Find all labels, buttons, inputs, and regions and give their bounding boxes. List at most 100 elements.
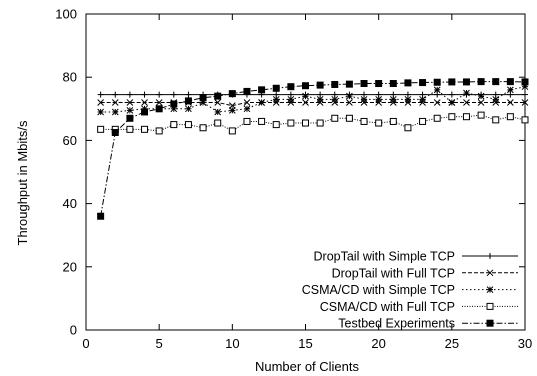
data-point bbox=[243, 117, 251, 125]
y-tick-label: 40 bbox=[63, 196, 77, 211]
data-point bbox=[521, 78, 529, 86]
x-tick-label: 25 bbox=[445, 336, 459, 351]
legend-label: DropTail with Simple TCP bbox=[314, 250, 455, 264]
legend-label: Testbed Experiments bbox=[338, 317, 455, 331]
data-point bbox=[360, 95, 368, 103]
data-point bbox=[316, 99, 324, 106]
data-point bbox=[477, 99, 485, 106]
data-point bbox=[97, 212, 105, 220]
data-point bbox=[389, 95, 397, 103]
data-point bbox=[214, 119, 222, 127]
data-point bbox=[243, 99, 251, 106]
data-point bbox=[141, 91, 148, 98]
legend-entry: Testbed Experiments bbox=[338, 317, 518, 331]
data-point bbox=[287, 83, 295, 91]
series-line bbox=[100, 86, 526, 113]
data-point bbox=[97, 91, 104, 98]
data-point bbox=[97, 108, 104, 116]
data-point bbox=[448, 113, 456, 121]
data-point bbox=[477, 92, 485, 100]
legend-label: CSMA/CD with Full TCP bbox=[320, 300, 455, 314]
data-point bbox=[214, 92, 222, 100]
data-point bbox=[331, 114, 339, 122]
data-point bbox=[258, 117, 266, 125]
data-point bbox=[126, 114, 134, 122]
y-tick-label: 80 bbox=[63, 70, 77, 85]
data-point bbox=[448, 78, 456, 86]
x-axis-title: Number of Clients bbox=[255, 359, 360, 374]
legend-entry: DropTail with Full TCP bbox=[332, 266, 518, 280]
data-point bbox=[448, 91, 455, 98]
data-point bbox=[272, 99, 280, 106]
data-point bbox=[507, 99, 514, 106]
data-point bbox=[228, 107, 236, 114]
data-point bbox=[316, 81, 324, 89]
data-point bbox=[463, 89, 470, 97]
data-point bbox=[448, 99, 456, 106]
data-point bbox=[477, 111, 485, 119]
data-point bbox=[419, 117, 427, 125]
data-point bbox=[258, 99, 265, 106]
data-point bbox=[389, 80, 397, 88]
data-point bbox=[316, 95, 324, 103]
y-axis-title: Throughput in Mbits/s bbox=[15, 120, 30, 246]
data-point bbox=[389, 117, 397, 125]
data-point bbox=[404, 95, 412, 103]
data-point bbox=[522, 91, 528, 98]
series-layer bbox=[97, 78, 529, 220]
data-point bbox=[243, 105, 251, 113]
data-point bbox=[272, 121, 280, 129]
data-point bbox=[360, 99, 368, 106]
data-point bbox=[462, 78, 470, 86]
legend-entry: CSMA/CD with Full TCP bbox=[320, 300, 518, 314]
data-point bbox=[185, 105, 192, 113]
data-point bbox=[375, 119, 383, 127]
data-point bbox=[302, 82, 309, 90]
data-point bbox=[346, 92, 353, 100]
data-point bbox=[155, 127, 163, 135]
data-point bbox=[184, 97, 192, 105]
data-point bbox=[419, 95, 426, 103]
data-point bbox=[126, 91, 133, 98]
data-point bbox=[111, 108, 119, 116]
x-tick-label: 5 bbox=[156, 336, 163, 351]
data-point bbox=[521, 99, 529, 106]
legend-label: DropTail with Full TCP bbox=[332, 266, 455, 280]
legend: DropTail with Simple TCP DropTail with Fu… bbox=[302, 250, 518, 331]
data-point bbox=[141, 99, 148, 106]
x-tick-label: 0 bbox=[82, 336, 89, 351]
data-point bbox=[492, 116, 500, 124]
axis-ticks: 0 5 10 15 20 25 30 0 20 40 60 80 100 bbox=[55, 7, 532, 352]
data-point bbox=[346, 99, 353, 106]
legend-entry: DropTail with Simple TCP bbox=[314, 250, 518, 264]
data-point bbox=[258, 86, 266, 94]
y-tick-label: 100 bbox=[55, 7, 77, 22]
data-point bbox=[345, 80, 353, 88]
x-tick-label: 15 bbox=[298, 336, 312, 351]
data-point bbox=[419, 99, 426, 106]
data-point bbox=[462, 113, 470, 121]
data-point bbox=[228, 127, 236, 135]
data-point bbox=[404, 99, 412, 106]
data-point bbox=[126, 125, 134, 133]
data-point bbox=[287, 95, 295, 103]
legend-marker bbox=[486, 286, 494, 293]
data-point bbox=[375, 95, 383, 103]
data-point bbox=[185, 91, 192, 98]
data-point bbox=[228, 102, 236, 109]
data-point bbox=[141, 125, 149, 133]
series-line bbox=[100, 114, 526, 132]
data-point bbox=[331, 95, 339, 103]
data-point bbox=[97, 125, 105, 133]
data-point bbox=[316, 119, 324, 127]
data-point bbox=[214, 108, 222, 116]
data-point bbox=[331, 99, 339, 106]
data-point bbox=[419, 79, 427, 87]
data-point bbox=[507, 86, 514, 94]
legend-marker bbox=[486, 269, 494, 277]
legend-marker bbox=[486, 319, 494, 327]
data-point bbox=[506, 78, 514, 86]
legend-marker bbox=[486, 302, 494, 310]
data-point bbox=[228, 90, 236, 98]
